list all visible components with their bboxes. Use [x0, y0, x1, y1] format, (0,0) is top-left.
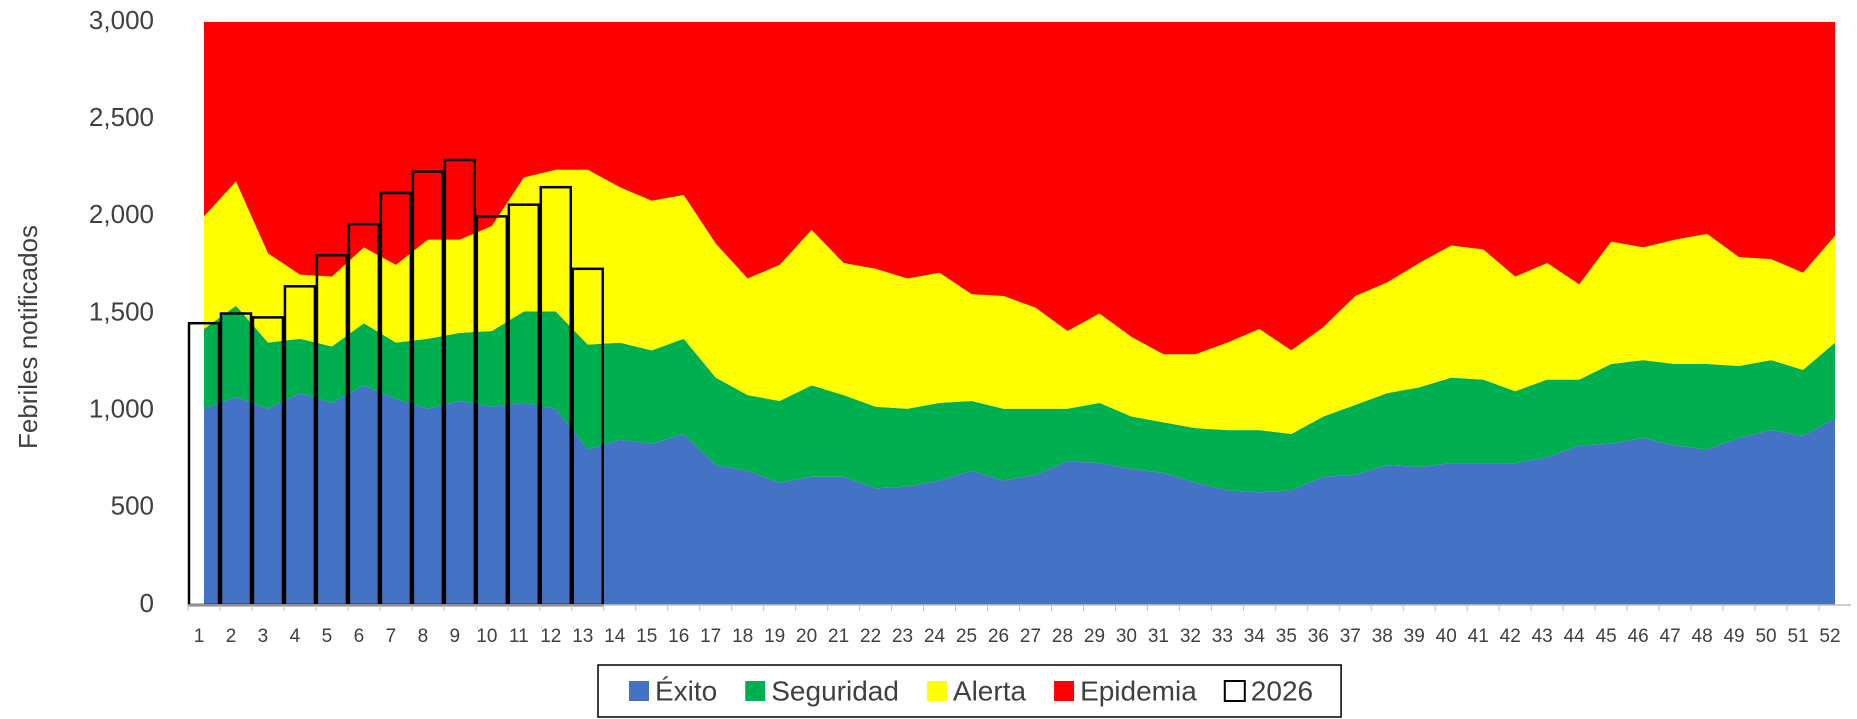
x-tick-label: 42 — [1500, 626, 1521, 647]
legend-box — [597, 664, 1342, 718]
y-tick-label: 1,000 — [89, 394, 154, 424]
x-tick-label: 1 — [194, 626, 205, 647]
y-tick-label: 2,500 — [89, 102, 154, 132]
x-tick-label: 38 — [1372, 626, 1393, 647]
y-tick-label: 3,000 — [89, 5, 154, 35]
x-tick-label: 22 — [860, 626, 881, 647]
x-tick-label: 3 — [258, 626, 269, 647]
x-tick-label: 36 — [1308, 626, 1329, 647]
x-tick-label: 7 — [386, 626, 397, 647]
legend-label: Alerta — [953, 675, 1027, 706]
legend-label: Seguridad — [771, 675, 899, 706]
area — [204, 385, 1835, 605]
area — [204, 22, 1835, 355]
x-tick-label: 48 — [1692, 626, 1713, 647]
x-tick-label: 39 — [1404, 626, 1425, 647]
x-tick-label: 44 — [1564, 626, 1586, 647]
x-tick-label: 23 — [892, 626, 913, 647]
x-tick-label: 8 — [418, 626, 429, 647]
x-tick-label: 18 — [732, 626, 753, 647]
x-tick-label: 6 — [354, 626, 365, 647]
legend-label: Éxito — [655, 675, 717, 706]
legend-swatch — [1223, 680, 1246, 702]
legend-swatch — [926, 681, 947, 701]
x-tick-label: 5 — [322, 626, 333, 647]
x-tick-label: 16 — [668, 626, 689, 647]
x-tick-label: 20 — [796, 626, 817, 647]
legend-label: Epidemia — [1080, 675, 1197, 706]
x-tick-label: 14 — [604, 626, 626, 647]
x-tick-label: 35 — [1276, 626, 1297, 647]
x-tick-label: 21 — [828, 626, 849, 647]
legend-label: 2026 — [1251, 675, 1313, 706]
y-tick-label: 2,000 — [89, 199, 154, 229]
x-tick-label: 17 — [700, 626, 721, 647]
x-tick-label: 41 — [1468, 626, 1489, 647]
x-tick-label: 15 — [636, 626, 657, 647]
x-tick-label: 31 — [1148, 626, 1169, 647]
x-tick-label: 29 — [1084, 626, 1105, 647]
x-tick-label: 4 — [290, 626, 301, 647]
x-tick-label: 28 — [1052, 626, 1073, 647]
area — [204, 305, 1835, 493]
x-tick-label: 25 — [956, 626, 977, 647]
legend-swatch — [745, 681, 766, 701]
x-tick-label: 40 — [1436, 626, 1457, 647]
x-tick-label: 37 — [1340, 626, 1361, 647]
y-tick-label: 500 — [111, 491, 154, 521]
y-tick-label: 1,500 — [89, 296, 154, 326]
x-tick-label: 2 — [226, 626, 237, 647]
x-tick-label: 49 — [1723, 626, 1744, 647]
x-tick-label: 11 — [509, 626, 529, 647]
x-tick-label: 30 — [1116, 626, 1137, 647]
y-tick-label: 0 — [140, 588, 154, 618]
x-tick-label: 24 — [924, 626, 946, 647]
x-tick-label: 12 — [540, 626, 561, 647]
x-tick-label: 26 — [988, 626, 1009, 647]
legend-swatch — [1054, 681, 1075, 701]
x-tick-label: 34 — [1244, 626, 1266, 647]
legend-swatch — [629, 681, 649, 701]
y-axis-title: Febriles notificados — [13, 225, 43, 449]
x-tick-label: 10 — [476, 626, 497, 647]
x-tick-label: 51 — [1787, 626, 1808, 647]
x-tick-label: 33 — [1212, 626, 1233, 647]
x-tick-label: 45 — [1596, 626, 1617, 647]
x-tick-label: 27 — [1020, 626, 1041, 647]
x-tick-label: 19 — [764, 626, 785, 647]
x-tick-label: 47 — [1660, 626, 1681, 647]
x-tick-label: 52 — [1819, 626, 1840, 647]
x-tick-label: 9 — [450, 626, 461, 647]
x-tick-label: 50 — [1755, 626, 1776, 647]
x-tick-label: 32 — [1180, 626, 1201, 647]
area — [204, 169, 1835, 434]
x-tick-label: 43 — [1532, 626, 1553, 647]
x-tick-label: 13 — [572, 626, 593, 647]
x-tick-label: 46 — [1628, 626, 1649, 647]
